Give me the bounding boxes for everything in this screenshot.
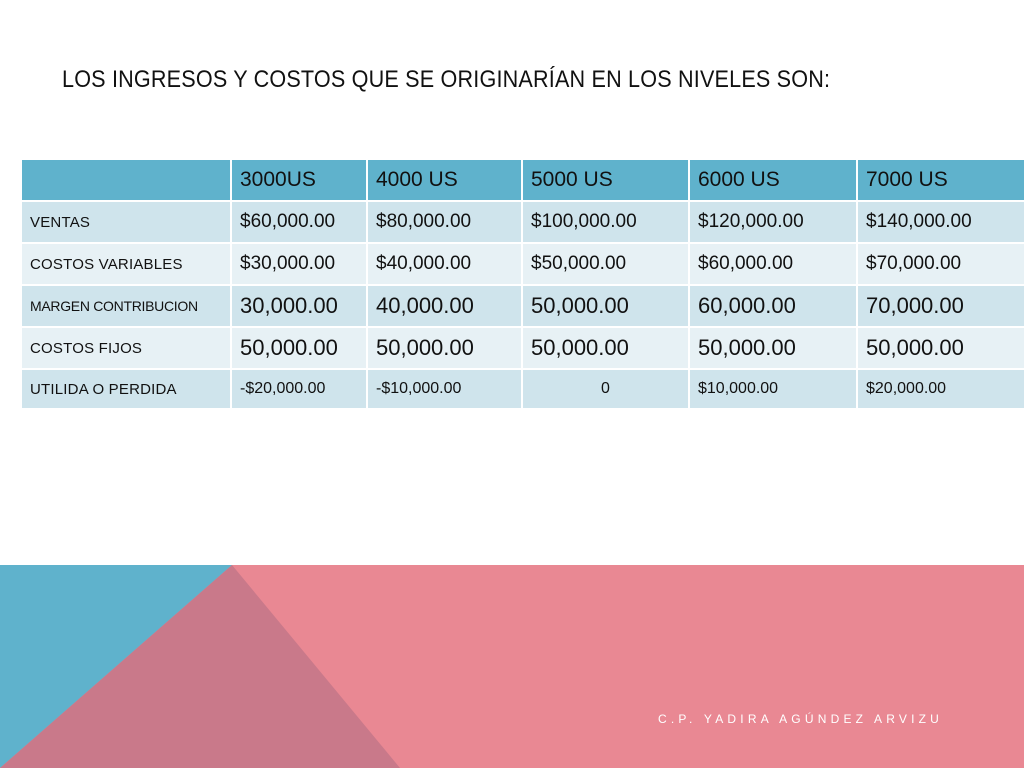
table-cell: 30,000.00 [230, 284, 368, 328]
table-header-cell: 3000US [230, 158, 368, 202]
slide-title: LOS INGRESOS Y COSTOS QUE SE ORIGINARÍAN… [62, 66, 831, 93]
table-cell: 0 [521, 368, 690, 410]
table-cell: -$10,000.00 [366, 368, 523, 410]
footer-author: C.P. YADIRA AGÚNDEZ ARVIZU [658, 712, 944, 726]
table-header-cell: 6000 US [688, 158, 858, 202]
row-label: COSTOS FIJOS [20, 326, 232, 370]
table-header-cell: 4000 US [366, 158, 523, 202]
table-cell: 50,000.00 [521, 326, 690, 370]
table-row: COSTOS VARIABLES $30,000.00 $40,000.00 $… [20, 242, 1024, 286]
row-label: VENTAS [20, 200, 232, 244]
break-even-table: 3000US 4000 US 5000 US 6000 US 7000 US V… [20, 158, 1024, 410]
table-cell: $20,000.00 [856, 368, 1024, 410]
table-header-cell: 7000 US [856, 158, 1024, 202]
table-cell: $10,000.00 [688, 368, 858, 410]
table-cell: $70,000.00 [856, 242, 1024, 286]
table-header-cell: 5000 US [521, 158, 690, 202]
table-row: UTILIDA O PERDIDA -$20,000.00 -$10,000.0… [20, 368, 1024, 410]
table-cell: $120,000.00 [688, 200, 858, 244]
table-cell: 70,000.00 [856, 284, 1024, 328]
table-cell: 50,000.00 [856, 326, 1024, 370]
table-cell: $100,000.00 [521, 200, 690, 244]
row-label: COSTOS VARIABLES [20, 242, 232, 286]
table-header-row: 3000US 4000 US 5000 US 6000 US 7000 US [20, 158, 1024, 202]
table-cell: $60,000.00 [230, 200, 368, 244]
table-cell: -$20,000.00 [230, 368, 368, 410]
table-row: MARGEN CONTRIBUCION 30,000.00 40,000.00 … [20, 284, 1024, 328]
table-cell: 50,000.00 [521, 284, 690, 328]
table-cell: 50,000.00 [230, 326, 368, 370]
table-cell: $50,000.00 [521, 242, 690, 286]
table-cell: 50,000.00 [688, 326, 858, 370]
footer-decoration [0, 565, 1024, 768]
table-cell: 60,000.00 [688, 284, 858, 328]
table-cell: $80,000.00 [366, 200, 523, 244]
table-row: VENTAS $60,000.00 $80,000.00 $100,000.00… [20, 200, 1024, 244]
table-cell: $60,000.00 [688, 242, 858, 286]
row-label: MARGEN CONTRIBUCION [20, 284, 232, 328]
table-row: COSTOS FIJOS 50,000.00 50,000.00 50,000.… [20, 326, 1024, 370]
table-cell: $40,000.00 [366, 242, 523, 286]
footer-mauve-triangle [0, 565, 400, 768]
table-cell: 50,000.00 [366, 326, 523, 370]
row-label: UTILIDA O PERDIDA [20, 368, 232, 410]
table-cell: 40,000.00 [366, 284, 523, 328]
table-cell: $140,000.00 [856, 200, 1024, 244]
table-header-corner [20, 158, 232, 202]
table-cell: $30,000.00 [230, 242, 368, 286]
